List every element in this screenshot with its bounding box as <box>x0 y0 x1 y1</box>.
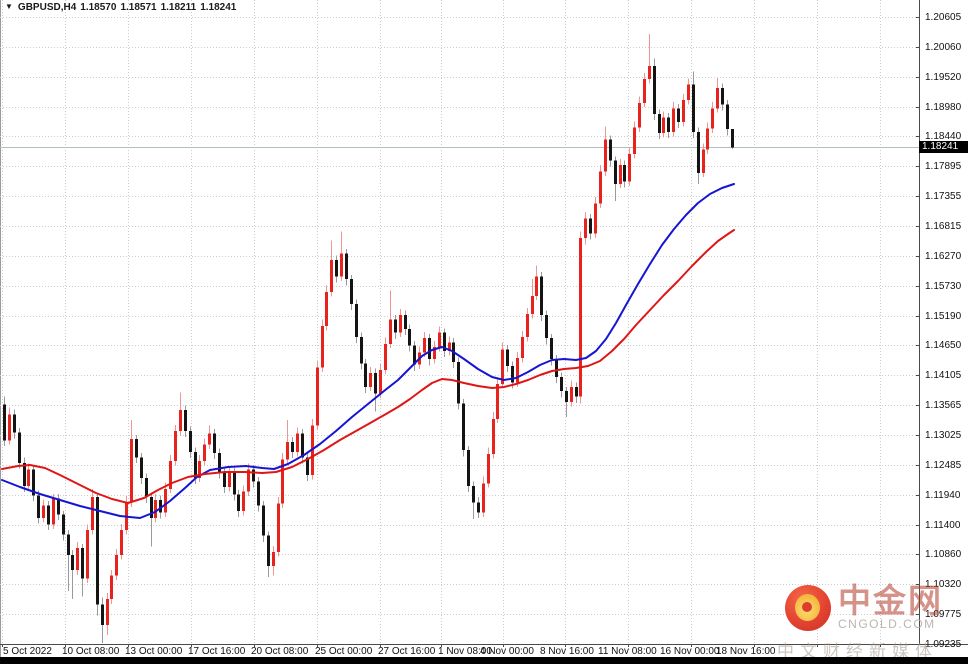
symbol-dropdown-icon[interactable]: ▼ <box>5 2 13 11</box>
time-tick-label: 17 Oct 16:00 <box>188 646 246 657</box>
time-tick-label: 11 Nov 08:00 <box>598 646 657 657</box>
time-tick-label: 4 Nov 00:00 <box>480 646 534 657</box>
symbol-ohlc-readout: ▼ GBPUSD,H4 1.18570 1.18571 1.18211 1.18241 <box>5 2 240 13</box>
ohlc-low: 1.18211 <box>160 2 197 13</box>
ohlc-high: 1.18571 <box>120 2 157 13</box>
time-tick-label: 10 Oct 08:00 <box>62 646 120 657</box>
time-tick-label: 20 Oct 08:00 <box>251 646 309 657</box>
ohlc-open: 1.18570 <box>80 2 117 13</box>
time-tick-label: 16 Nov 00:00 <box>660 646 720 657</box>
time-tick-label: 27 Oct 16:00 <box>378 646 436 657</box>
current-price-label: 1.18241 <box>919 141 968 153</box>
bottom-bar <box>0 657 968 664</box>
ohlc-close: 1.18241 <box>200 2 237 13</box>
time-tick-label: 13 Oct 00:00 <box>125 646 183 657</box>
symbol-label: GBPUSD,H4 <box>17 2 77 13</box>
time-tick-label: 8 Nov 16:00 <box>540 646 594 657</box>
time-tick-label: 5 Oct 2022 <box>3 646 52 657</box>
time-tick-label: 25 Oct 00:00 <box>315 646 373 657</box>
time-axis[interactable]: 5 Oct 2022 10 Oct 08:00 13 Oct 00:00 17 Oct… <box>0 646 968 658</box>
time-tick-label: 1 Nov 08:00 <box>438 646 492 657</box>
time-tick-label: 18 Nov 16:00 <box>716 646 776 657</box>
